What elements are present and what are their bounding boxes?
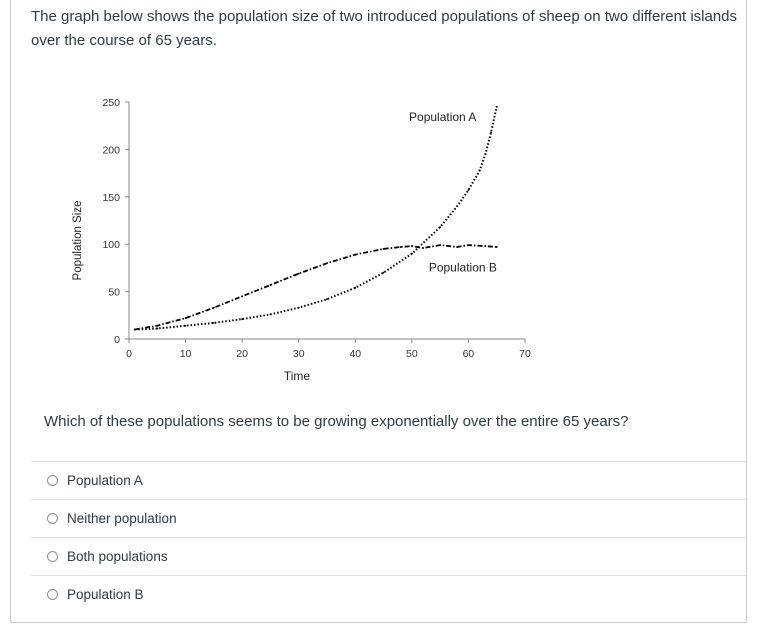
radio-button-icon[interactable] xyxy=(47,589,58,600)
answer-option-population-b[interactable]: Population B xyxy=(31,575,746,613)
data-point xyxy=(484,245,487,247)
data-point xyxy=(269,313,272,316)
data-point xyxy=(456,205,459,208)
data-point xyxy=(184,317,187,320)
x-axis-label: Time xyxy=(284,369,311,383)
data-point xyxy=(297,272,300,275)
series-line-population-b xyxy=(134,244,497,331)
population-chart: 0 50 100 150 200 250 0 10 20 30 40 50 60 70 Time Popula… xyxy=(72,97,531,383)
data-point xyxy=(478,169,481,172)
data-point xyxy=(354,286,357,289)
data-point xyxy=(410,252,413,255)
data-point xyxy=(382,248,385,250)
answer-label: Neither population xyxy=(67,511,177,526)
x-tick-label: 40 xyxy=(349,348,361,360)
y-axis-label: Population Size xyxy=(72,201,84,281)
radio-button-icon[interactable] xyxy=(47,475,58,486)
data-point xyxy=(297,306,300,309)
x-tick-label: 0 xyxy=(126,348,132,360)
answer-option-population-a[interactable]: Population A xyxy=(31,461,746,499)
series-line-population-a xyxy=(134,106,498,331)
data-point xyxy=(456,246,459,248)
x-tick-label: 60 xyxy=(463,348,475,360)
answer-label: Both populations xyxy=(67,549,168,564)
data-point xyxy=(269,284,272,286)
data-point xyxy=(484,153,487,156)
series-annotation-population-b: Population B xyxy=(429,261,497,275)
data-point xyxy=(326,298,328,301)
x-tick-label: 20 xyxy=(236,348,248,360)
data-point xyxy=(439,226,442,229)
data-point xyxy=(156,324,159,327)
data-point xyxy=(399,246,402,248)
x-tick-label: 50 xyxy=(406,348,418,360)
data-point xyxy=(467,189,470,192)
data-point xyxy=(490,131,492,134)
y-tick-label: 100 xyxy=(102,239,120,251)
question-card: The graph below shows the population siz… xyxy=(10,0,747,623)
data-point xyxy=(439,244,442,247)
y-tick-label: 50 xyxy=(108,287,120,299)
question-intro: The graph below shows the population siz… xyxy=(31,8,738,49)
data-point xyxy=(326,262,328,265)
question-text: Which of these populations seems to be g… xyxy=(44,413,629,430)
x-tick-label: 70 xyxy=(519,348,531,360)
data-point xyxy=(133,328,136,331)
answer-label: Population A xyxy=(67,473,143,488)
data-point xyxy=(241,318,244,320)
data-point xyxy=(212,321,215,324)
data-point xyxy=(212,306,215,309)
answer-option-both[interactable]: Both populations xyxy=(31,537,746,575)
y-tick-label: 0 xyxy=(114,334,120,346)
data-point xyxy=(495,105,498,108)
x-tick-label: 30 xyxy=(293,348,305,360)
y-tick-label: 150 xyxy=(102,192,120,204)
x-tick-label: 10 xyxy=(180,348,192,360)
radio-button-icon[interactable] xyxy=(47,551,58,562)
data-point xyxy=(467,244,470,247)
data-point xyxy=(241,295,244,298)
y-tick-label: 200 xyxy=(102,144,120,156)
answer-label: Population B xyxy=(67,587,144,602)
data-point xyxy=(410,245,413,247)
data-point xyxy=(184,324,187,327)
data-point xyxy=(354,253,357,256)
data-point xyxy=(495,246,498,248)
series-annotation-population-a: Population A xyxy=(409,110,476,124)
data-point xyxy=(156,327,159,330)
y-tick-label: 250 xyxy=(102,97,120,109)
answer-list: Population A Neither population Both pop… xyxy=(31,461,746,613)
answer-option-neither[interactable]: Neither population xyxy=(31,499,746,537)
data-point xyxy=(382,271,385,274)
radio-button-icon[interactable] xyxy=(47,513,58,524)
data-point xyxy=(422,247,425,249)
